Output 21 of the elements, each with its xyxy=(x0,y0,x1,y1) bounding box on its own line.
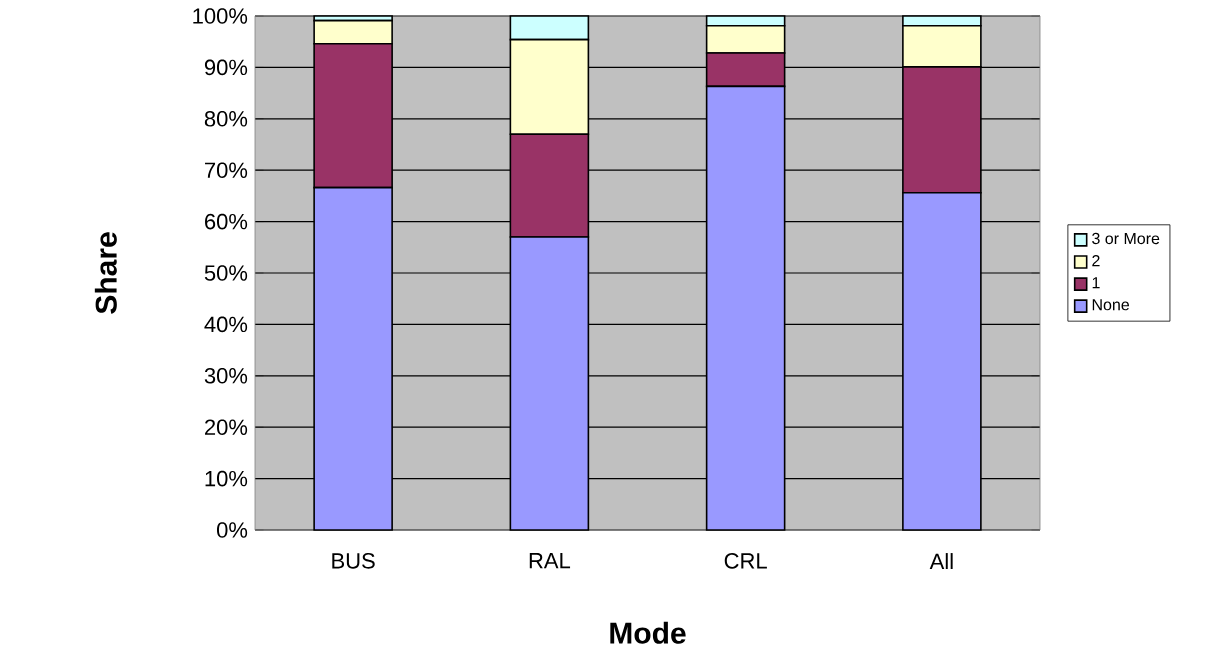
y-tick-label: 50% xyxy=(204,265,248,281)
y-tick-label: 70% xyxy=(205,162,248,178)
y-tick-label: 20% xyxy=(205,419,248,435)
y-tick-label: 90% xyxy=(204,59,248,76)
y-tick-label: 10% xyxy=(205,470,248,487)
x-tick-label: CRL xyxy=(724,553,767,569)
y-axis-title: Share xyxy=(94,232,117,314)
legend-label: 1 xyxy=(1092,277,1100,289)
y-tick-label: 0% xyxy=(216,522,248,538)
y-tick-label: 80% xyxy=(204,111,248,127)
y-tick-label: 40% xyxy=(204,316,248,333)
legend-label: None xyxy=(1092,299,1130,311)
y-tick-label: 60% xyxy=(205,213,248,230)
y-tick-label: 100% xyxy=(193,8,248,24)
y-tick-label: 30% xyxy=(204,368,248,384)
x-tick-label: BUS xyxy=(332,553,375,569)
legend-label: 3 or More xyxy=(1092,232,1160,245)
legend-label: 2 xyxy=(1092,254,1100,267)
x-axis-title: Mode xyxy=(610,621,686,644)
x-tick-label: All xyxy=(929,553,953,569)
x-tick-label: RAL xyxy=(529,553,571,569)
